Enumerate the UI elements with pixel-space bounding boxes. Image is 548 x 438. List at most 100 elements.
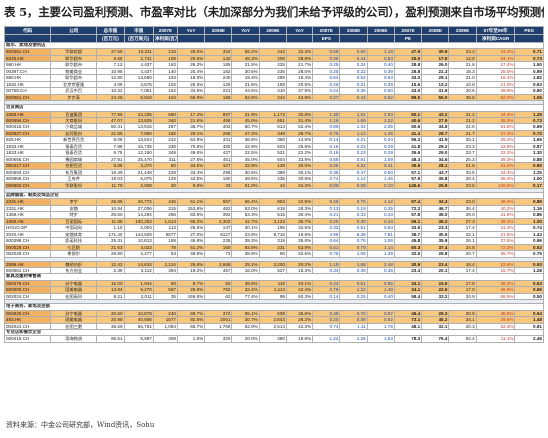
table-row: 600655.CH 豫园商城 27.81 25,470 311 27.6% 451 45.0%… (3, 155, 544, 164)
value-cell: 320 (204, 335, 233, 343)
table-row: 000417.CH 合肥百货 8.86 3,270 80 34.5% 107 32.9% 139… (3, 162, 544, 170)
value-cell: 2,741 (123, 54, 154, 63)
value-cell: 1.25 (339, 335, 368, 343)
value-cell: 13,690 (123, 74, 154, 82)
value-cell: 21.6 (448, 162, 477, 170)
value-cell: 6,810 (123, 93, 154, 102)
value-cell: 27,006 (123, 204, 154, 213)
value-cell: 78.3 (393, 335, 423, 343)
table-row: 8245.HK 联华超市 6.65 2,741 109 20.6% 142 49.3% 206 2… (3, 54, 544, 63)
value-cell: 144,629 (123, 230, 154, 239)
value-cell: 13,825 (123, 116, 154, 125)
value-cell: 76.4 (421, 335, 450, 343)
value-cell: 0.75 (514, 250, 544, 258)
value-cell: 604 (258, 155, 287, 164)
value-cell: 2,011 (123, 292, 154, 301)
value-cell: 853 (258, 198, 287, 206)
header-cell: 07年至09年 (475, 26, 516, 35)
value-cell: 18.8% (285, 335, 314, 343)
value-cell: 7,550 (123, 129, 154, 138)
header-cell: 公司 (50, 26, 98, 35)
value-cell: 20.9 (448, 292, 477, 301)
table-row: HGUO.SP 中国动向 1.10 2,004 113 25.5% 147 30.1% 195 3… (3, 224, 544, 232)
table-row: 493.HK 国美电器 25.98 40,906 1577 92.5% 2061 30.7% 2… (3, 316, 544, 324)
table-row: 600398.CH 凯诺科技 25.31 10,813 169 46.8% 235 39.3%… (3, 237, 544, 245)
value-cell: 23.3 (448, 142, 477, 151)
value-cell: 0.90 (514, 162, 544, 170)
value-cell: 22.6 (448, 123, 477, 131)
value-cell: 26.1 (448, 237, 477, 245)
value-cell: 603 (258, 142, 287, 151)
value-cell: 0.71 (514, 48, 544, 56)
value-cell: 100,283 (123, 217, 154, 226)
value-cell: 10,878 (123, 309, 154, 318)
value-cell: 8,697 (123, 335, 154, 343)
ticker-cell: 000415.CH (3, 335, 52, 343)
header-cell: 代码 (3, 26, 52, 35)
section-label: 品牌服装、鞋类及饰品企业 (4, 191, 544, 200)
table-row: 000529.CH 七匹狼 21.63 4,023 78 51.2% 150 92.8% 231… (3, 243, 544, 252)
header-cell (258, 34, 287, 43)
value-cell: 15,735 (123, 142, 154, 151)
value-cell: 20.7 (448, 250, 477, 258)
value-cell: 39.3% (475, 155, 516, 164)
header-cell (421, 34, 450, 43)
value-cell: 22.2% (475, 149, 516, 157)
value-cell: 0.50 (514, 292, 544, 301)
value-cell: 33.6 (448, 168, 477, 177)
value-cell: 4,023 (123, 243, 154, 252)
value-cell: 96 (258, 250, 287, 258)
value-cell: 27.3 (448, 217, 477, 226)
value-cell: 2,004 (123, 224, 154, 232)
header-cell (3, 34, 52, 43)
header-cell: 2007E (393, 26, 423, 35)
value-cell: 14,834 (123, 260, 154, 268)
header-cell: (百万美元) (123, 34, 154, 43)
table-row: 2698.HK 魏桥纺织 12.42 14,834 2,134 26.6% 2,668 25.… (3, 260, 544, 268)
header-cell (231, 34, 260, 43)
header-cell (339, 34, 368, 43)
value-cell: 1.30 (514, 149, 544, 157)
value-cell: 21.6% (475, 230, 516, 239)
value-cell: 10,311 (123, 48, 154, 56)
value-cell: 10,813 (123, 237, 154, 245)
value-cell: 40,906 (123, 316, 154, 324)
value-cell: 6,075 (123, 175, 154, 183)
header-cell: 净利润(百万元) (152, 34, 178, 43)
header-cell: 2008E (204, 26, 233, 35)
table-row: 3368.HK 百盛集团 77.95 43,335 660 17.4% 897 31.9% 1,… (3, 110, 544, 119)
value-cell: 195 (258, 224, 287, 232)
page-title: 表 5，主要公司盈利预测、市盈率对比（未加深部分为我们未给予评级的公司），盈利预… (4, 5, 544, 19)
header-cell: (百万元) (96, 34, 125, 43)
value-cell: 1.53 (366, 335, 395, 343)
header-cell: PE (393, 34, 423, 43)
value-cell: 28.4 (448, 175, 477, 183)
table-row: 000882.CH 华联股份 11.79 2,938 20 9.8% 33 61.0% 44 34… (3, 181, 544, 190)
section-label: 超市、卖场及便利店 (4, 41, 544, 50)
value-cell: 0.89 (514, 198, 544, 206)
header-cell: YoY (231, 26, 260, 35)
value-cell: 31.4% (475, 224, 516, 232)
value-cell: 31.2% (475, 162, 516, 170)
value-cell: 380 (258, 335, 287, 343)
value-cell: 2,514 (258, 322, 287, 331)
header-cell: 2009E (366, 26, 395, 35)
value-cell: 1.00 (514, 175, 544, 183)
table-header-row: 代码 公司 总市值 市值 2007E YoY 2008E YoY 2009E YoY 2007E 20… (3, 26, 544, 35)
value-cell: 23.7 (448, 149, 477, 157)
value-cell: 389 (258, 168, 287, 177)
value-cell: 1,173 (258, 110, 287, 119)
company-cell: 渤海物流 (50, 335, 98, 343)
value-cell: 12,150 (123, 149, 154, 157)
value-cell: 619 (258, 204, 287, 213)
table-row: 1368.HK 特步 25.60 14,294 256 83.8% 392 53.3% 515 3… (3, 211, 544, 219)
value-cell: 1.06 (514, 93, 544, 102)
section-header-row: 品牌服装、鞋类及饰品企业 (4, 191, 544, 200)
value-cell: 0.87 (514, 142, 544, 151)
value-cell: 146.6% (475, 181, 516, 190)
value-cell: 139 (258, 162, 287, 170)
value-cell: 52.0% (475, 93, 516, 102)
header-cell: 2008E (339, 26, 368, 35)
value-cell: 0.74 (514, 224, 544, 232)
table-row: 002029.CH 希努尔 28.80 2,477 53 49.8% 73 38.9% 96 32… (3, 250, 544, 258)
